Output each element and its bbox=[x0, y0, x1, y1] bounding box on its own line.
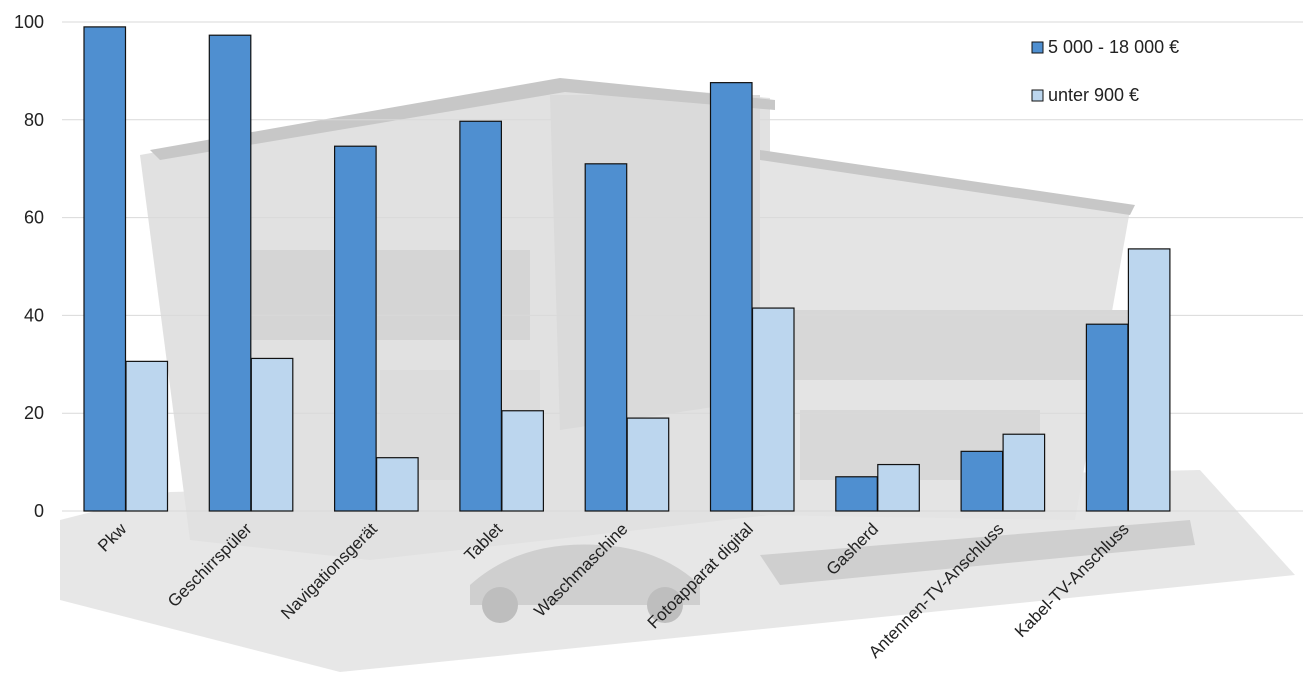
bar-1-2 bbox=[334, 145, 377, 512]
y-tick-label: 80 bbox=[24, 110, 44, 130]
bar-1-1 bbox=[208, 34, 252, 512]
bar-1-6 bbox=[835, 476, 878, 512]
bar-2-3 bbox=[501, 410, 544, 512]
y-tick-label: 100 bbox=[14, 12, 44, 32]
bar-2-4 bbox=[626, 417, 670, 512]
bar-2-1 bbox=[250, 357, 294, 512]
bar-2-5 bbox=[751, 307, 795, 512]
legend-label-series-1: 5 000 - 18 000 € bbox=[1048, 37, 1179, 57]
y-axis-tick-labels: 0 20 40 60 80 100 bbox=[14, 12, 44, 521]
legend-swatch-series-1 bbox=[1031, 41, 1044, 54]
bar-1-8 bbox=[1085, 323, 1129, 512]
bar-2-6 bbox=[877, 463, 920, 512]
bar-1-5 bbox=[709, 82, 753, 512]
bar-2-0 bbox=[125, 360, 169, 512]
bar-1-7 bbox=[960, 450, 1004, 512]
bar-2-7 bbox=[1002, 433, 1046, 512]
bar-1-4 bbox=[584, 163, 628, 512]
bars bbox=[83, 26, 1171, 512]
y-tick-label: 60 bbox=[24, 208, 44, 228]
bar-2-8 bbox=[1127, 248, 1171, 512]
legend-label-series-2: unter 900 € bbox=[1048, 85, 1139, 105]
y-tick-label: 0 bbox=[34, 501, 44, 521]
legend-swatch-series-2 bbox=[1031, 89, 1044, 102]
bar-2-2 bbox=[376, 457, 419, 512]
bar-1-0 bbox=[83, 26, 127, 512]
legend: 5 000 - 18 000 € unter 900 € bbox=[1031, 37, 1179, 105]
bar-1-3 bbox=[459, 120, 502, 512]
y-tick-label: 20 bbox=[24, 403, 44, 423]
y-tick-label: 40 bbox=[24, 305, 44, 325]
